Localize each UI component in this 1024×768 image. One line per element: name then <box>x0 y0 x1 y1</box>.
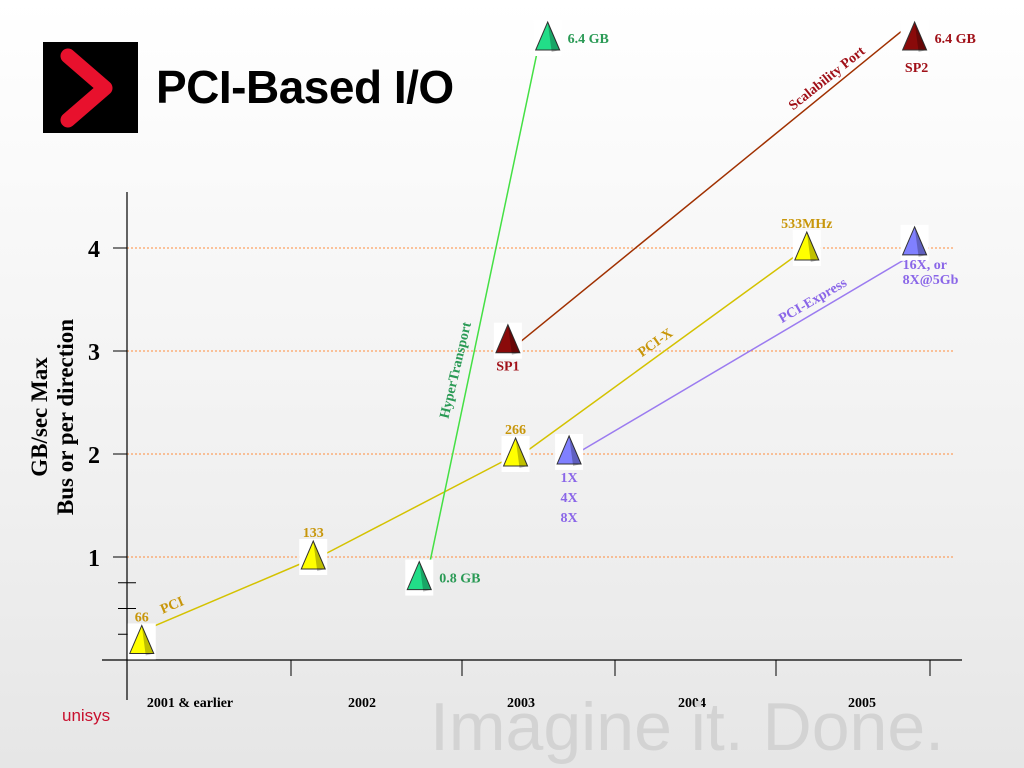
sp-marker-shade <box>914 22 927 52</box>
ht-marker-shade <box>419 561 432 592</box>
x-tick-label: 2003 <box>507 696 535 711</box>
ht-marker <box>406 560 433 591</box>
brand-wordmark: unisys <box>62 706 111 725</box>
pci-point-label: 133 <box>303 526 324 541</box>
slide-title: PCI-Based I/O <box>156 61 454 113</box>
pcie-series-label: PCI-Express <box>776 275 850 326</box>
x-tick-label: 2001 & earlier <box>147 696 233 711</box>
pci-series-label: PCI-X <box>635 326 675 361</box>
ht-marker <box>534 20 561 51</box>
ht-marker-shade <box>547 22 560 52</box>
sp-marker <box>901 20 928 51</box>
sp-marker-shade <box>507 324 520 355</box>
pci-marker-shade <box>806 232 819 262</box>
y-axis-label: GB/sec MaxBus or per direction <box>27 319 78 515</box>
sp-point-label: SP1 <box>496 360 519 375</box>
pci-point-label: 533MHz <box>781 217 832 232</box>
pci-marker <box>300 539 326 570</box>
y-tick-label: 3 <box>88 340 100 366</box>
pci-marker <box>502 436 529 467</box>
ht-line <box>428 30 543 566</box>
pci-marker <box>794 230 820 261</box>
ht-point-label: 6.4 GB <box>568 32 609 47</box>
unisys-logo <box>43 42 138 133</box>
pci-marker-shade <box>141 625 154 656</box>
pci-marker <box>129 624 155 654</box>
x-tick-label: 2005 <box>848 696 876 711</box>
pcie-marker <box>901 225 928 256</box>
pci-line <box>525 251 802 453</box>
pcie-point-label: 16X, or <box>903 258 947 273</box>
pci-point-label: 266 <box>505 423 526 438</box>
ht-point-label: 0.8 GB <box>439 572 480 587</box>
sp-point-sublabel: SP2 <box>905 61 928 76</box>
x-tick-label: 2004 <box>678 696 706 711</box>
sp-point-label: 6.4 GB <box>935 32 976 47</box>
pcie-point-label: 1X <box>561 471 578 486</box>
sp-line <box>517 24 910 345</box>
ht-series-label: HyperTransport <box>438 320 475 420</box>
y-tick-label: 4 <box>88 237 100 263</box>
pci-point-label: 66 <box>135 610 149 625</box>
chevron-logo-icon <box>60 48 113 128</box>
pci-marker-shade <box>313 541 326 571</box>
y-tick-label: 2 <box>88 443 100 469</box>
pcie-marker <box>556 434 582 465</box>
sp-series-label: Scalability Port <box>786 44 868 114</box>
pcie-line <box>578 256 909 453</box>
pcie-marker-shade <box>569 435 582 466</box>
pci-line <box>151 560 308 628</box>
tagline-watermark: Imagine it. Done. <box>430 689 945 765</box>
x-tick-label: 2002 <box>348 696 376 711</box>
pcie-marker-shade <box>914 226 927 257</box>
sp-marker <box>495 323 521 354</box>
pcie-point-label: 8X@5Gb <box>903 273 959 288</box>
pcie-point-label: 4X <box>561 491 578 506</box>
pci-marker-shade <box>515 438 528 468</box>
pcie-point-label: 8X <box>561 511 578 526</box>
y-tick-label: 1 <box>88 546 100 572</box>
pci-line <box>322 457 510 556</box>
